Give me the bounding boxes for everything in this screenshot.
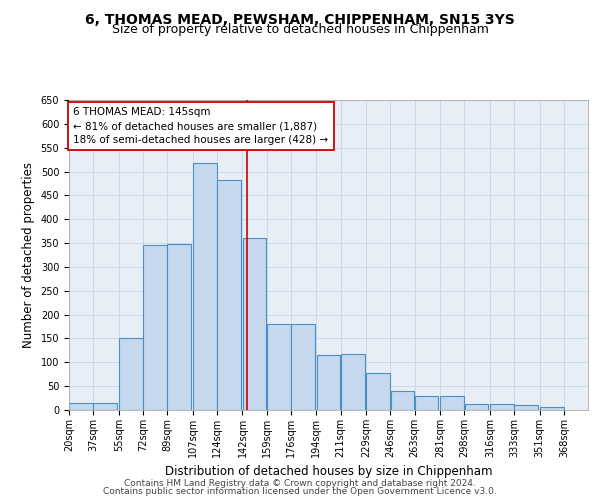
Bar	[119, 338, 143, 410]
Text: 6 THOMAS MEAD: 145sqm
← 81% of detached houses are smaller (1,887)
18% of semi-d: 6 THOMAS MEAD: 145sqm ← 81% of detached …	[73, 107, 328, 145]
Bar	[193, 163, 217, 410]
Y-axis label: Number of detached properties: Number of detached properties	[22, 162, 35, 348]
Bar	[490, 404, 514, 410]
Bar	[341, 354, 365, 410]
Bar	[440, 396, 464, 410]
Text: 6, THOMAS MEAD, PEWSHAM, CHIPPENHAM, SN15 3YS: 6, THOMAS MEAD, PEWSHAM, CHIPPENHAM, SN1…	[85, 12, 515, 26]
X-axis label: Distribution of detached houses by size in Chippenham: Distribution of detached houses by size …	[165, 466, 492, 478]
Bar	[242, 238, 266, 410]
Text: Contains public sector information licensed under the Open Government Licence v3: Contains public sector information licen…	[103, 487, 497, 496]
Bar	[291, 324, 315, 410]
Text: Contains HM Land Registry data © Crown copyright and database right 2024.: Contains HM Land Registry data © Crown c…	[124, 478, 476, 488]
Bar	[464, 404, 488, 410]
Bar	[367, 374, 390, 410]
Bar	[514, 405, 538, 410]
Bar	[69, 403, 93, 410]
Bar	[317, 355, 340, 410]
Bar	[143, 244, 167, 410]
Bar	[540, 406, 563, 410]
Bar	[267, 324, 290, 410]
Bar	[415, 396, 439, 410]
Bar	[391, 391, 415, 410]
Bar	[167, 244, 191, 410]
Text: Size of property relative to detached houses in Chippenham: Size of property relative to detached ho…	[112, 22, 488, 36]
Bar	[217, 180, 241, 410]
Bar	[94, 403, 117, 410]
